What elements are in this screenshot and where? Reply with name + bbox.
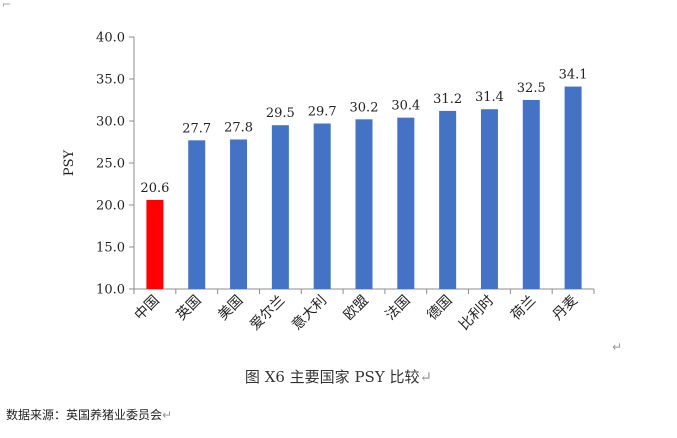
data-source: 数据来源：英国养猪业委员会↵ bbox=[6, 406, 172, 423]
data-label-6: 30.4 bbox=[391, 99, 420, 114]
category-label-5: 欧盟 bbox=[341, 293, 372, 324]
category-label-1: 英国 bbox=[173, 292, 205, 324]
category-label-9: 荷兰 bbox=[508, 293, 539, 324]
data-label-4: 29.7 bbox=[308, 105, 337, 120]
bar-1 bbox=[188, 140, 206, 289]
bar-5 bbox=[355, 119, 373, 289]
data-label-10: 34.1 bbox=[559, 68, 588, 83]
category-label-10: 丹麦 bbox=[550, 293, 581, 324]
bar-10 bbox=[564, 86, 582, 289]
return-mark: ↵ bbox=[612, 340, 623, 354]
return-mark-caption: ↵ bbox=[419, 368, 433, 386]
bar-2 bbox=[230, 139, 248, 289]
category-label-3: 爱尔兰 bbox=[247, 293, 288, 334]
data-label-3: 29.5 bbox=[266, 106, 295, 121]
y-tick-label-6: 40.0 bbox=[96, 31, 125, 46]
corner-mark: ⌐ bbox=[2, 0, 12, 11]
bar-6 bbox=[397, 117, 415, 289]
category-label-0: 中国 bbox=[132, 293, 163, 324]
bar-0 bbox=[146, 199, 164, 289]
category-label-4: 意大利 bbox=[288, 292, 330, 334]
bar-3 bbox=[271, 125, 289, 289]
data-label-7: 31.2 bbox=[433, 92, 462, 107]
category-label-8: 比利时 bbox=[456, 293, 497, 334]
data-label-1: 27.7 bbox=[182, 121, 211, 136]
category-label-2: 美国 bbox=[215, 293, 246, 324]
y-tick-label-1: 15.0 bbox=[96, 241, 125, 256]
bar-7 bbox=[439, 110, 457, 289]
bar-4 bbox=[313, 123, 331, 290]
bar-8 bbox=[480, 109, 498, 290]
y-tick-label-0: 10.0 bbox=[96, 283, 125, 298]
y-tick-label-4: 30.0 bbox=[96, 115, 125, 130]
figure-caption-text: 图 X6 主要国家 PSY 比较 bbox=[244, 368, 420, 386]
y-tick-label-3: 25.0 bbox=[96, 157, 125, 172]
y-tick-label-5: 35.0 bbox=[96, 73, 125, 88]
return-mark-source: ↵ bbox=[162, 408, 173, 422]
data-label-2: 27.8 bbox=[224, 120, 253, 135]
bar-chart: 10.0 15.0 20.0 25.0 30.0 35.0 40.0 PSY 20.6 中国 27.… bbox=[62, 31, 595, 334]
category-label-7: 德国 bbox=[424, 293, 455, 324]
data-label-9: 32.5 bbox=[517, 81, 546, 96]
y-tick-label-2: 20.0 bbox=[96, 199, 125, 214]
bar-9 bbox=[522, 100, 540, 289]
data-label-0: 20.6 bbox=[140, 181, 169, 196]
data-label-8: 31.4 bbox=[475, 90, 504, 105]
data-label-5: 30.2 bbox=[350, 100, 379, 115]
data-source-text: 数据来源：英国养猪业委员会 bbox=[6, 408, 163, 422]
category-label-6: 法国 bbox=[383, 293, 414, 324]
figure-caption: 图 X6 主要国家 PSY 比较↵ bbox=[0, 366, 677, 387]
y-axis-title: PSY bbox=[62, 149, 77, 176]
